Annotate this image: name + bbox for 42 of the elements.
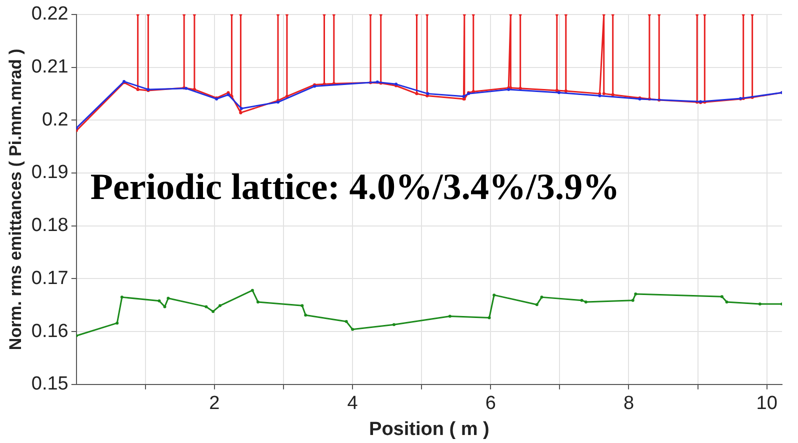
point — [166, 296, 170, 300]
point — [204, 305, 208, 308]
point — [535, 303, 538, 306]
point — [163, 305, 166, 308]
y-tick-label: 0.17 — [31, 268, 68, 289]
y-tick-label: 0.19 — [31, 162, 68, 184]
y-tick-label: 0.15 — [31, 374, 68, 395]
point — [720, 295, 724, 298]
point — [300, 304, 304, 308]
point — [158, 299, 161, 302]
x-tick-label: 4 — [347, 393, 358, 414]
y-tick-label: 0.16 — [31, 320, 68, 342]
y-axis-title: Norm. rms emittances ( Pi.mm.mrad ) — [6, 48, 25, 350]
y-tick-label: 0.18 — [31, 215, 68, 236]
x-tick-label: 2 — [209, 393, 220, 414]
point — [540, 296, 544, 299]
point — [250, 288, 254, 292]
point — [304, 314, 308, 317]
point — [218, 304, 222, 308]
point — [212, 310, 215, 313]
point — [392, 323, 396, 326]
y-tick-label: 0.21 — [31, 56, 68, 78]
point — [344, 320, 348, 323]
point — [351, 328, 354, 331]
point — [584, 300, 588, 304]
point — [631, 298, 634, 302]
point — [120, 296, 124, 299]
point — [580, 298, 584, 302]
point — [448, 314, 452, 318]
x-axis-title: Position ( m ) — [369, 418, 490, 440]
x-tick-label: 10 — [756, 393, 778, 414]
point — [116, 322, 119, 325]
x-tick-label: 6 — [485, 393, 496, 414]
y-tick-label: 0.2 — [42, 109, 68, 130]
point — [462, 94, 466, 98]
y-tick-label: 0.22 — [31, 4, 68, 25]
point — [492, 294, 496, 297]
point — [240, 106, 243, 110]
point — [725, 300, 728, 304]
point — [488, 316, 491, 320]
annotation: Periodic lattice: 4.0%/3.4%/3.9% — [90, 166, 620, 208]
x-tick-label: 8 — [623, 393, 634, 414]
